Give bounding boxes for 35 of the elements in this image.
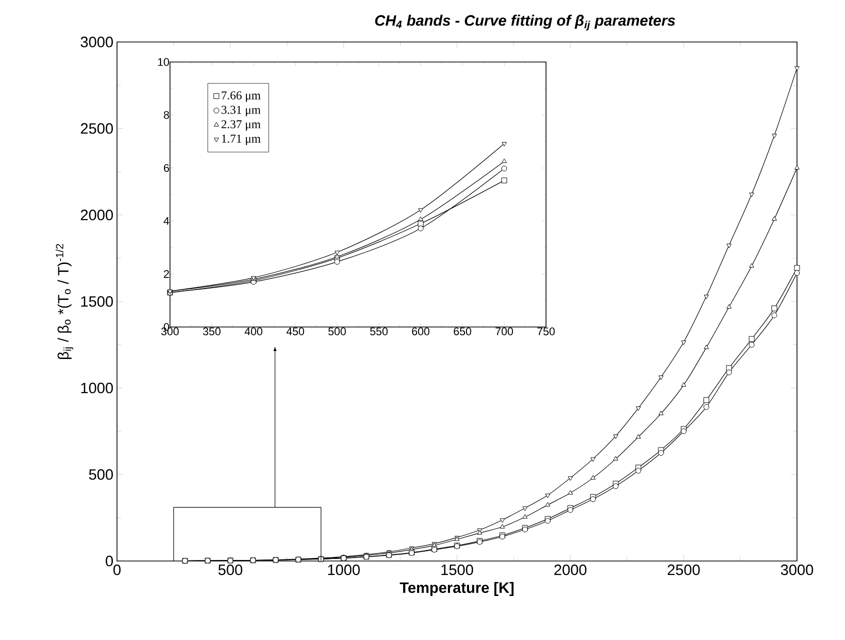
x-tick-label: 700 (496, 327, 513, 336)
x-tick-label: 600 (412, 327, 430, 336)
y-tick-label: 0 (106, 556, 113, 566)
y-tick-label: 6 (164, 164, 170, 172)
y-tick-label: 1000 (81, 382, 113, 394)
y-tick-label: 8 (164, 111, 170, 119)
y-tick-label: 4 (164, 217, 170, 225)
x-tick-label: 550 (370, 327, 388, 336)
x-tick-label: 350 (203, 327, 221, 336)
y-tick-label: 2500 (80, 123, 113, 134)
legend-label: 1.71 μm (222, 134, 261, 146)
x-tick-label: 650 (454, 327, 472, 336)
chart-title: CH$_{4}$ bands - Curve fitting of β$_{ij}$ parameters (375, 14, 676, 30)
x-tick-label: 500 (328, 327, 346, 336)
y-axis-title: β$_{ij}$ / β$_{o}$ *(T$_{o}$ / T)$^{-1/2}$ (56, 244, 74, 359)
x-tick-label: 1500 (441, 564, 474, 576)
legend-label: 3.31 μm (222, 106, 261, 116)
y-tick-label: 1500 (81, 296, 113, 307)
x-tick-label: 3000 (780, 564, 814, 576)
legend-label: 2.37 μm (222, 120, 261, 131)
x-tick-label: 450 (286, 327, 304, 336)
x-tick-label: 2500 (668, 564, 700, 576)
x-tick-label: 500 (218, 564, 242, 576)
x-tick-label: 2000 (554, 564, 586, 576)
x-tick-label: 750 (537, 327, 555, 336)
x-tick-label: 0 (113, 564, 121, 576)
y-tick-label: 2000 (80, 210, 113, 220)
x-tick-label: 400 (244, 327, 262, 336)
y-tick-label: 2 (164, 270, 169, 278)
x-axis-title: Temperature [K] (400, 582, 514, 596)
y-tick-label: 10 (158, 58, 170, 66)
y-tick-label: 500 (89, 469, 113, 480)
y-tick-label: 3000 (80, 36, 113, 48)
legend-label: 7.66 μm (222, 91, 261, 102)
x-tick-label: 1000 (328, 564, 360, 576)
